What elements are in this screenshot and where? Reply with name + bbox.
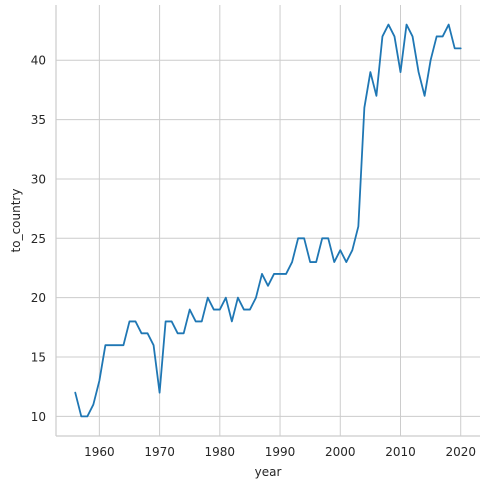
y-tick-label: 20: [31, 291, 46, 305]
x-tick-label: 2010: [385, 445, 416, 459]
x-tick-label: 2000: [325, 445, 356, 459]
x-axis-label: year: [255, 465, 282, 479]
y-tick-labels: 10 15 20 25 30 35 40: [31, 54, 46, 424]
x-tick-label: 1970: [144, 445, 175, 459]
y-tick-label: 15: [31, 351, 46, 365]
series-group: [74, 23, 462, 418]
y-tick-label: 40: [31, 54, 46, 68]
axes-spines: [55, 5, 480, 437]
x-tick-labels: 1960 1970 1980 1990 2000 2010 2020: [84, 445, 476, 459]
x-tick-label: 1960: [84, 445, 115, 459]
y-tick-label: 30: [31, 172, 46, 186]
x-tick-label: 2020: [445, 445, 476, 459]
y-tick-label: 10: [31, 410, 46, 424]
y-tick-label: 25: [31, 232, 46, 246]
series-line: [74, 23, 462, 418]
x-tick-label: 1980: [205, 445, 236, 459]
x-tick-label: 1990: [265, 445, 296, 459]
y-tick-label: 35: [31, 113, 46, 127]
y-axis-label: to_country: [9, 189, 23, 253]
grid-lines: [56, 5, 480, 436]
